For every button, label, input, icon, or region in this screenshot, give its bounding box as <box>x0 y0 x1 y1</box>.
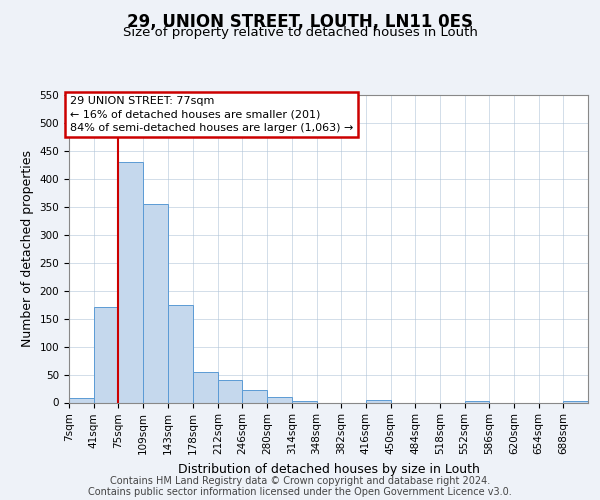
Text: Size of property relative to detached houses in Louth: Size of property relative to detached ho… <box>122 26 478 39</box>
Text: 29 UNION STREET: 77sqm
← 16% of detached houses are smaller (201)
84% of semi-de: 29 UNION STREET: 77sqm ← 16% of detached… <box>70 96 353 132</box>
Bar <box>267 397 292 402</box>
Text: Contains public sector information licensed under the Open Government Licence v3: Contains public sector information licen… <box>88 487 512 497</box>
Bar <box>118 162 143 402</box>
X-axis label: Distribution of detached houses by size in Louth: Distribution of detached houses by size … <box>178 462 479 475</box>
Bar <box>143 204 168 402</box>
Bar <box>168 304 193 402</box>
Bar <box>94 308 118 402</box>
Text: 29, UNION STREET, LOUTH, LN11 0ES: 29, UNION STREET, LOUTH, LN11 0ES <box>127 12 473 30</box>
Bar <box>366 400 391 402</box>
Bar <box>69 398 94 402</box>
Bar <box>218 380 242 402</box>
Bar <box>242 390 267 402</box>
Bar <box>193 372 218 402</box>
Y-axis label: Number of detached properties: Number of detached properties <box>21 150 34 347</box>
Text: Contains HM Land Registry data © Crown copyright and database right 2024.: Contains HM Land Registry data © Crown c… <box>110 476 490 486</box>
